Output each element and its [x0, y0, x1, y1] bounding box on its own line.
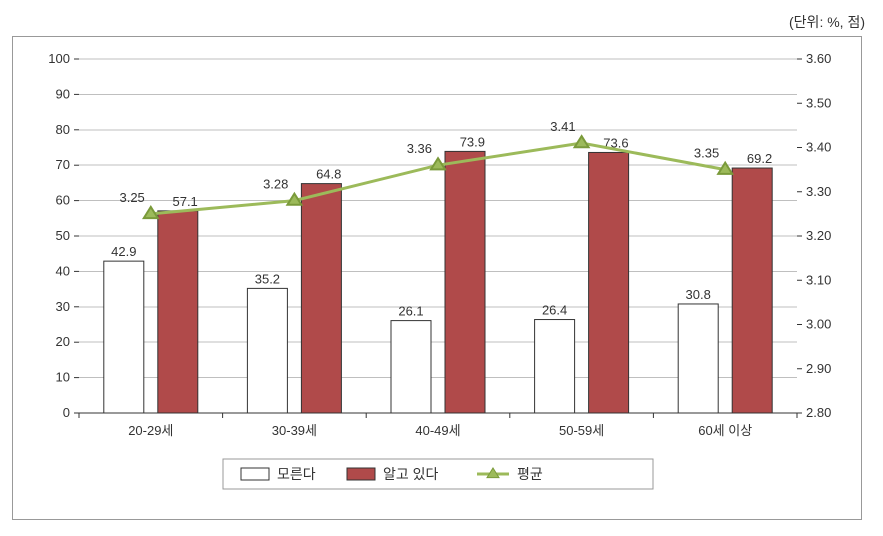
y-right-tick-label: 3.40 [806, 140, 831, 155]
y-left-tick-label: 0 [63, 405, 70, 420]
bar-know [589, 152, 629, 413]
line-label: 3.28 [263, 177, 288, 192]
bar-dont-know [535, 320, 575, 413]
y-left-tick-label: 50 [56, 228, 70, 243]
bar-label: 35.2 [255, 271, 280, 286]
chart-container: 0 10 20 30 40 50 60 70 80 90 100 2.80 2.90 3.00 3.10 3.… [23, 43, 851, 513]
legend-label: 모른다 [277, 466, 316, 482]
y-left-tick-label: 100 [48, 51, 70, 66]
category-label: 60세 이상 [698, 423, 752, 438]
y-left-tick-label: 60 [56, 193, 70, 208]
y-left-tick-label: 10 [56, 370, 70, 385]
bar-know [301, 184, 341, 413]
category-label: 50-59세 [559, 423, 604, 438]
category-label: 40-49세 [415, 423, 460, 438]
legend-label: 평균 [517, 466, 543, 482]
line-label: 3.36 [407, 141, 432, 156]
bar-dont-know [104, 261, 144, 413]
y-right-tick-label: 3.30 [806, 184, 831, 199]
bar-dont-know [391, 321, 431, 413]
y-right-tick-label: 2.80 [806, 405, 831, 420]
line-label: 3.35 [694, 146, 719, 161]
bar-know [732, 168, 772, 413]
chart-outer-border: 0 10 20 30 40 50 60 70 80 90 100 2.80 2.90 3.00 3.10 3.… [12, 36, 862, 520]
legend-swatch-dont-know [241, 468, 269, 480]
bar-know [158, 211, 198, 413]
bar-label: 57.1 [172, 194, 197, 209]
y-left-tick-label: 90 [56, 86, 70, 101]
bar-label: 30.8 [686, 287, 711, 302]
y-right-tick-label: 3.50 [806, 95, 831, 110]
line-label: 3.25 [119, 190, 144, 205]
bar-label: 26.4 [542, 303, 567, 318]
category-label: 30-39세 [272, 423, 317, 438]
bar-dont-know [247, 288, 287, 413]
bar-dont-know [678, 304, 718, 413]
y-left-tick-label: 70 [56, 157, 70, 172]
legend-label: 알고 있다 [383, 466, 439, 482]
y-left-tick-label: 20 [56, 334, 70, 349]
bar-label: 64.8 [316, 167, 341, 182]
bar-label: 73.9 [460, 134, 485, 149]
y-left-tick-label: 40 [56, 263, 70, 278]
y-right-tick-label: 2.90 [806, 361, 831, 376]
y-left-tick-label: 80 [56, 122, 70, 137]
chart-svg: 0 10 20 30 40 50 60 70 80 90 100 2.80 2.90 3.00 3.10 3.… [23, 43, 853, 513]
unit-label: (단위: %, 점) [12, 12, 865, 32]
bar-label: 69.2 [747, 151, 772, 166]
y-right-tick-label: 3.00 [806, 317, 831, 332]
legend-swatch-know [347, 468, 375, 480]
line-label: 3.41 [550, 119, 575, 134]
category-label: 20-29세 [128, 423, 173, 438]
y-right-tick-label: 3.60 [806, 51, 831, 66]
y-left-tick-label: 30 [56, 299, 70, 314]
y-right-tick-label: 3.10 [806, 272, 831, 287]
bar-know [445, 151, 485, 413]
y-right-tick-label: 3.20 [806, 228, 831, 243]
bar-label: 42.9 [111, 244, 136, 259]
bar-label: 26.1 [398, 304, 423, 319]
